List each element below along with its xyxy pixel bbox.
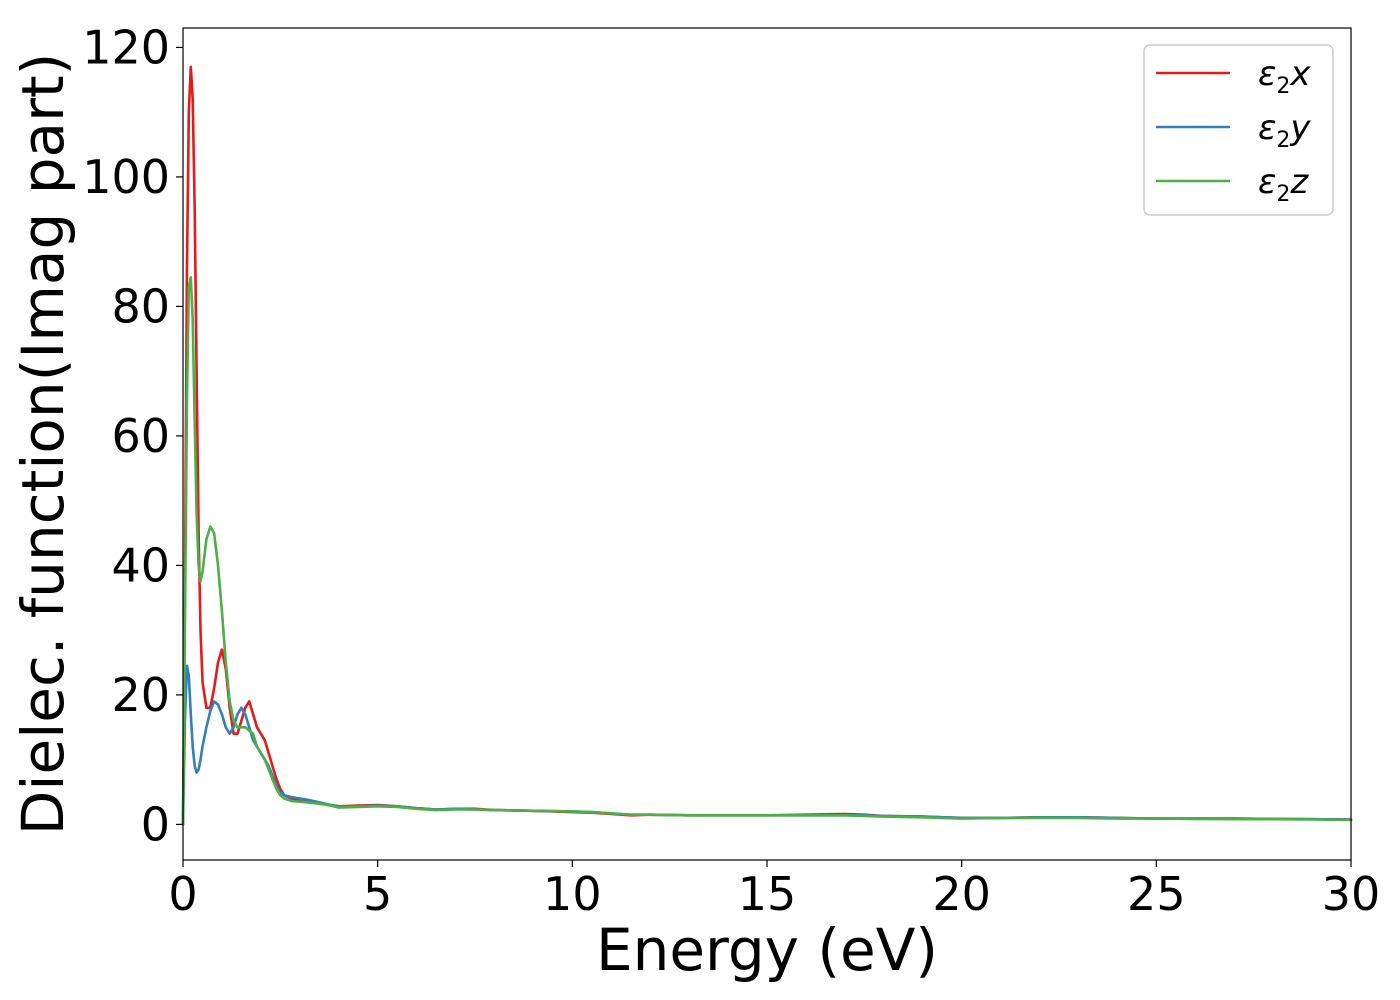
y-tick-label: 120 — [82, 20, 170, 74]
y-tick-label: 60 — [111, 409, 170, 463]
y-tick-label: 40 — [111, 538, 170, 592]
x-axis-ticks: 0 5 10 15 20 25 30 — [168, 860, 1380, 921]
x-tick-label: 5 — [363, 867, 392, 921]
x-axis-label: Energy (eV) — [596, 916, 938, 984]
y-axis-label: Dielec. function(Imag part) — [9, 53, 77, 836]
x-tick-label: 25 — [1127, 867, 1186, 921]
x-tick-label: 10 — [543, 867, 602, 921]
y-tick-label: 80 — [111, 279, 170, 333]
y-axis-ticks: 0 20 40 60 80 100 120 — [82, 20, 183, 851]
legend-label-z: ε2z — [1258, 162, 1309, 207]
series-layer — [181, 65, 1353, 826]
legend-label-x: ε2x — [1258, 54, 1311, 99]
y-tick-label: 0 — [141, 797, 170, 851]
legend-box — [1143, 44, 1334, 216]
legend: ε2x ε2y ε2z — [1143, 44, 1334, 216]
series-line-y — [181, 664, 1353, 826]
x-tick-label: 0 — [168, 867, 197, 921]
series-line-z — [181, 276, 1353, 826]
y-tick-label: 20 — [111, 668, 170, 722]
y-tick-label: 100 — [82, 150, 170, 204]
legend-label-y: ε2y — [1258, 108, 1311, 153]
x-tick-label: 15 — [738, 867, 797, 921]
x-tick-label: 30 — [1322, 867, 1381, 921]
x-tick-label: 20 — [932, 867, 991, 921]
